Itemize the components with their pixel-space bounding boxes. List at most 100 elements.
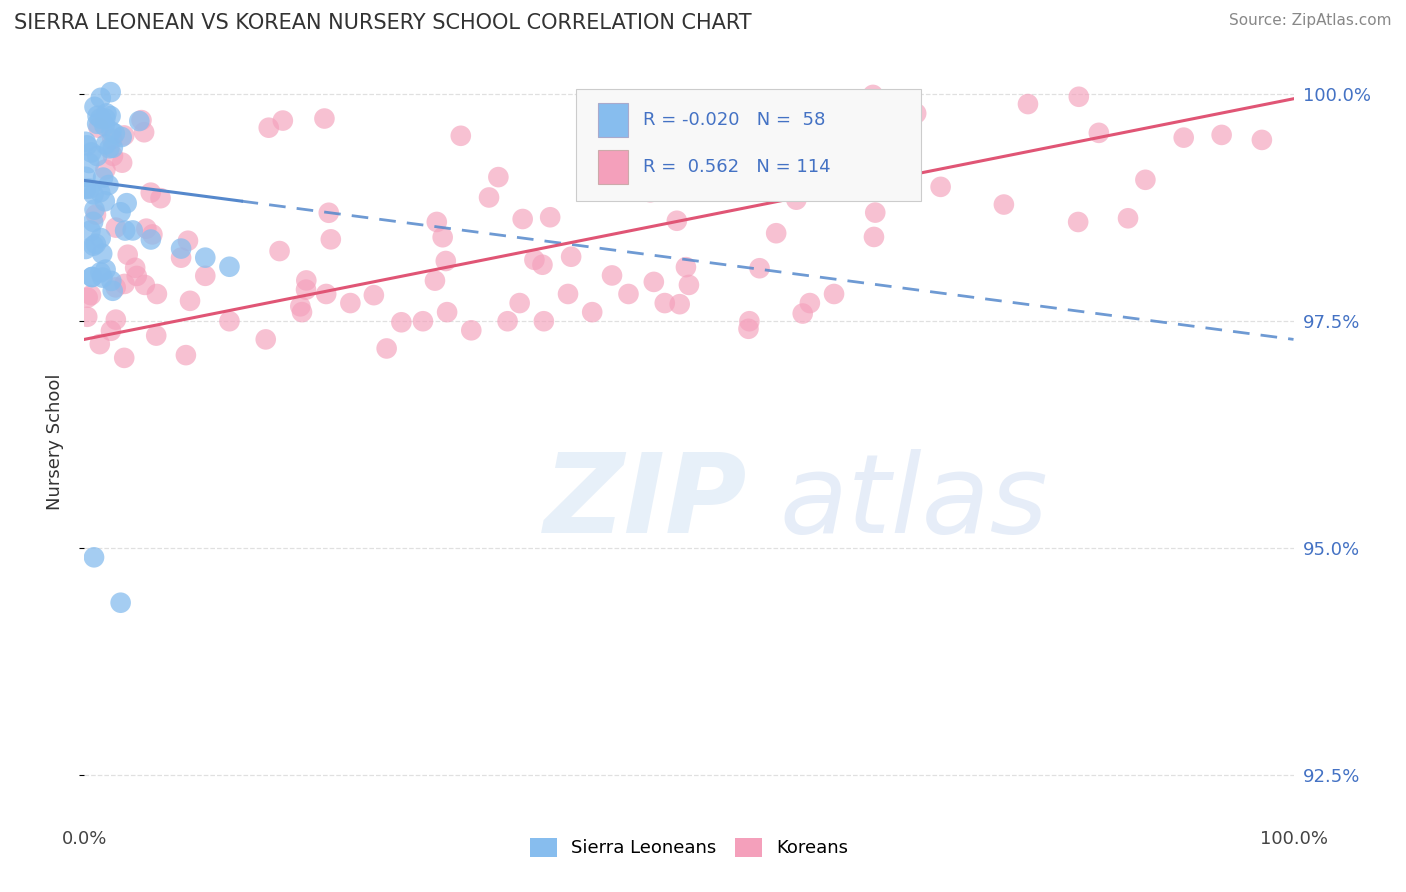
- Point: [96, 106, 118, 120]
- Point: [93, 119, 115, 133]
- Point: [177, 234, 200, 248]
- Point: [512, 212, 534, 227]
- Point: [89, 185, 111, 199]
- Point: [98, 141, 121, 155]
- Point: [1067, 215, 1090, 229]
- Point: [538, 211, 561, 225]
- Point: [83, 238, 105, 252]
- Point: [654, 296, 676, 310]
- Point: [86, 149, 108, 163]
- Point: [94, 162, 117, 177]
- Point: [291, 305, 314, 319]
- Point: [668, 297, 690, 311]
- Point: [134, 125, 156, 139]
- Point: [100, 124, 122, 138]
- Point: [100, 274, 122, 288]
- Point: [509, 296, 531, 310]
- Point: [423, 274, 446, 288]
- Point: [121, 223, 143, 237]
- Point: [814, 153, 837, 168]
- Point: [125, 268, 148, 283]
- Point: [89, 265, 111, 279]
- Point: [375, 342, 398, 356]
- Point: [86, 109, 108, 123]
- Point: [128, 114, 150, 128]
- Point: [76, 310, 98, 324]
- Point: [593, 128, 616, 142]
- Point: [665, 213, 688, 227]
- Point: [1067, 89, 1090, 103]
- Point: [738, 314, 761, 328]
- Point: [145, 328, 167, 343]
- Point: [104, 127, 127, 141]
- Point: [602, 136, 624, 150]
- Point: [89, 337, 111, 351]
- Point: [862, 87, 884, 102]
- Point: [80, 145, 103, 160]
- Point: [271, 113, 294, 128]
- Point: [1116, 211, 1139, 226]
- Point: [724, 147, 747, 161]
- Point: [131, 113, 153, 128]
- Point: [90, 231, 112, 245]
- Point: [450, 128, 472, 143]
- Point: [389, 315, 412, 329]
- Point: [426, 215, 449, 229]
- Legend: Sierra Leoneans, Koreans: Sierra Leoneans, Koreans: [523, 830, 855, 864]
- Point: [139, 233, 162, 247]
- Point: [673, 148, 696, 162]
- Point: [83, 550, 105, 565]
- Point: [75, 182, 97, 196]
- Point: [146, 287, 169, 301]
- Point: [83, 100, 105, 114]
- Point: [675, 260, 697, 275]
- Point: [94, 137, 117, 152]
- Point: [792, 306, 814, 320]
- Point: [174, 348, 197, 362]
- Point: [560, 250, 582, 264]
- Point: [883, 141, 905, 155]
- Point: [1017, 97, 1039, 112]
- Point: [100, 85, 122, 99]
- Point: [110, 205, 132, 219]
- Point: [640, 186, 662, 200]
- Text: R =  0.562   N = 114: R = 0.562 N = 114: [643, 158, 830, 176]
- Point: [79, 223, 101, 237]
- Point: [737, 322, 759, 336]
- Point: [117, 248, 139, 262]
- Point: [100, 109, 122, 123]
- Point: [823, 287, 845, 301]
- Point: [90, 91, 112, 105]
- Point: [179, 293, 201, 308]
- Point: [799, 296, 821, 310]
- Y-axis label: Nursery School: Nursery School: [45, 373, 63, 510]
- Point: [496, 314, 519, 328]
- Point: [80, 288, 103, 302]
- Point: [104, 280, 127, 294]
- Point: [651, 145, 673, 159]
- Point: [581, 305, 603, 319]
- Point: [460, 323, 482, 337]
- Text: R = -0.020   N =  58: R = -0.020 N = 58: [643, 112, 825, 129]
- Point: [194, 268, 217, 283]
- Point: [75, 169, 97, 184]
- Point: [318, 206, 340, 220]
- Point: [269, 244, 291, 258]
- Point: [170, 251, 193, 265]
- Point: [863, 230, 886, 244]
- Point: [600, 268, 623, 283]
- Point: [314, 112, 336, 126]
- Point: [315, 287, 337, 301]
- Point: [76, 138, 98, 153]
- Point: [218, 260, 240, 274]
- Point: [84, 208, 107, 222]
- Point: [194, 251, 217, 265]
- Text: atlas: atlas: [780, 449, 1049, 556]
- Point: [79, 181, 101, 195]
- Point: [94, 194, 117, 209]
- Point: [699, 147, 721, 161]
- Point: [290, 299, 312, 313]
- Point: [533, 314, 555, 328]
- Point: [87, 120, 110, 135]
- Point: [77, 156, 100, 170]
